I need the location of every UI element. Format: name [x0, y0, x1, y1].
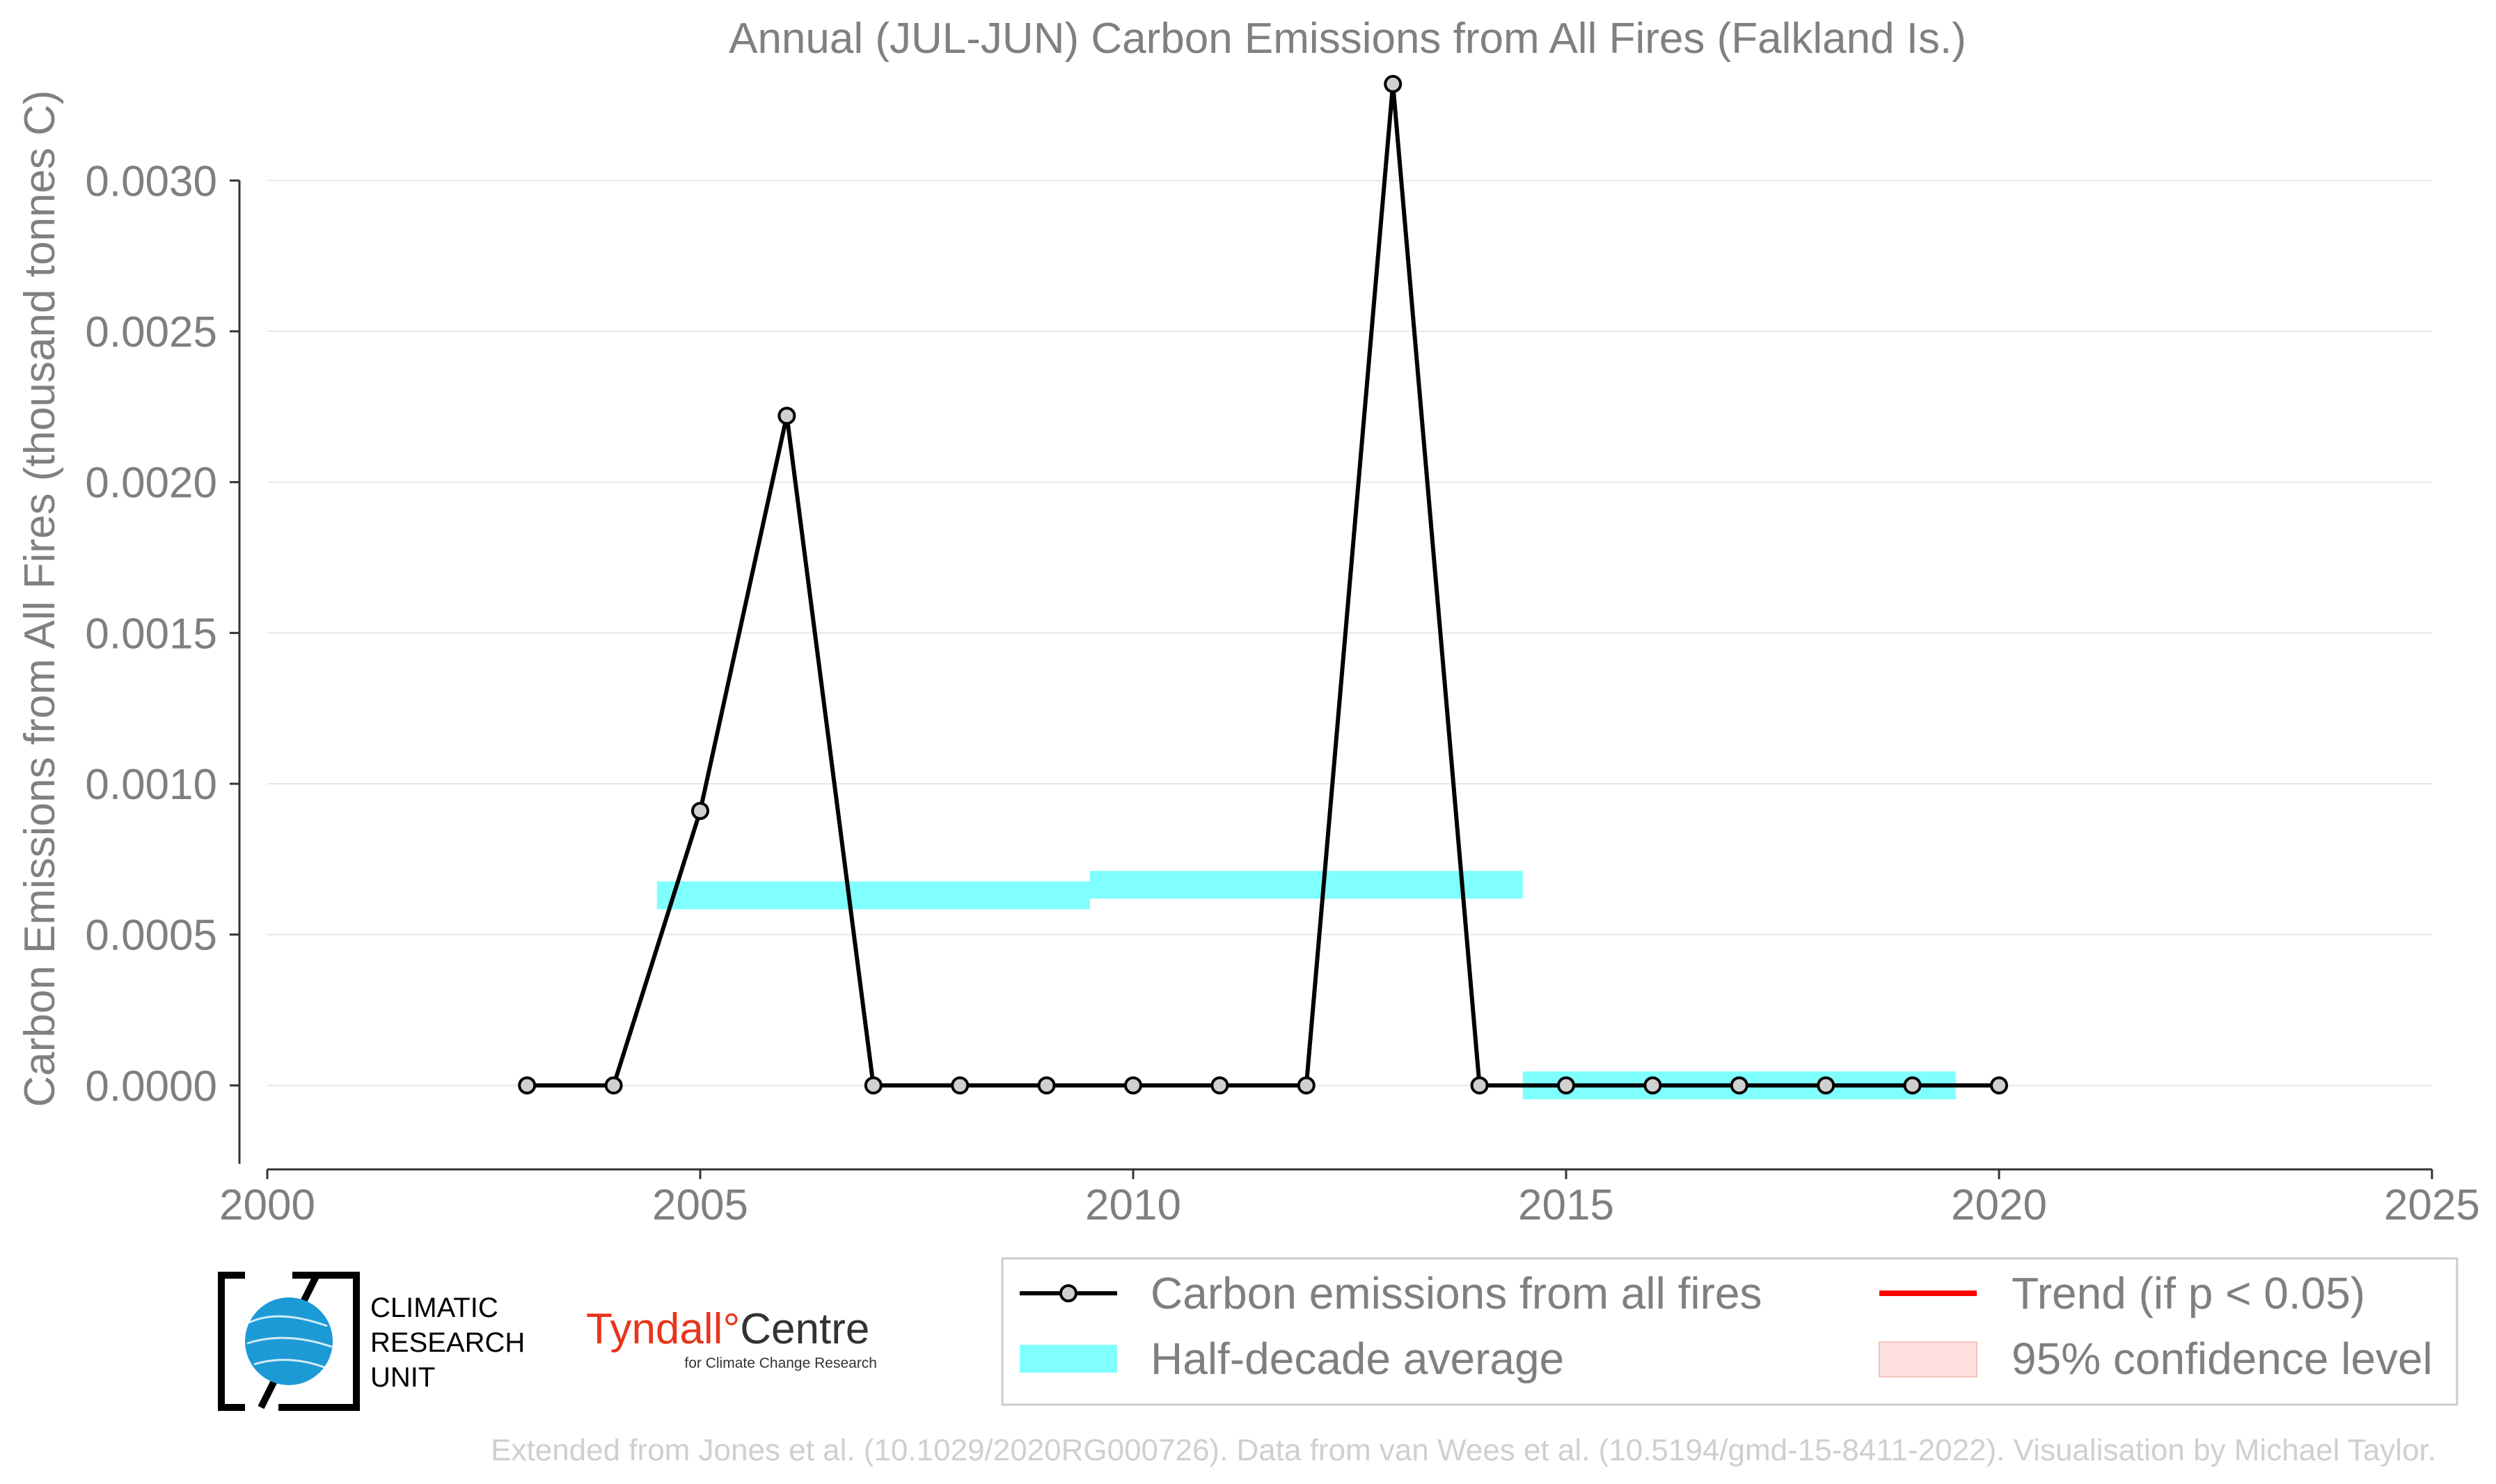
globe-icon-swirl	[246, 1315, 333, 1369]
legend-confidence-swatch	[1879, 1341, 1977, 1378]
data-point	[1037, 1076, 1056, 1095]
data-point	[518, 1076, 537, 1095]
tyndall-logo: Tyndall°Centre for Climate Change Resear…	[586, 1305, 877, 1371]
y-tick-label: 0.0025	[85, 308, 217, 356]
tyndall-subtitle: for Climate Change Research	[684, 1355, 877, 1371]
data-point	[864, 1076, 883, 1095]
axes	[230, 179, 2433, 1179]
tick-labels: 0.0000 0.0005 0.0010 0.0015 0.0020 0.0025 0.00…	[85, 157, 2480, 1229]
data-point	[604, 1076, 623, 1095]
cru-line-1: CLIMATIC	[370, 1293, 498, 1323]
data-point	[1730, 1076, 1748, 1095]
x-tick-label: 2025	[2384, 1181, 2480, 1229]
y-tick-label: 0.0010	[85, 761, 217, 809]
legend-band-label: Half-decade average	[1151, 1334, 1564, 1384]
legend-series-marker	[1059, 1284, 1077, 1302]
series-line	[527, 81, 1999, 1088]
data-point	[1470, 1076, 1489, 1095]
data-point	[1124, 1076, 1142, 1095]
legend-item-trend: Trend (if p < 0.05)	[1879, 1268, 2365, 1318]
legend-item-half-decade: Half-decade average	[1020, 1334, 1564, 1384]
cru-logo-slash-bottom	[258, 1378, 278, 1410]
data-point	[691, 802, 709, 820]
data-point	[1817, 1076, 1835, 1095]
cru-logo: CLIMATIC RESEARCH UNIT	[218, 1272, 525, 1411]
credit-line: Extended from Jones et al. (10.1029/2020…	[491, 1433, 2436, 1467]
data-point	[1384, 74, 1403, 93]
data-point	[1990, 1076, 2008, 1095]
y-tick-label: 0.0000	[85, 1062, 217, 1110]
data-point	[777, 406, 796, 425]
half-decade-band	[1089, 871, 1523, 899]
x-tick-label: 2015	[1518, 1181, 1614, 1229]
series-lines	[527, 81, 1999, 1088]
cru-line-2: RESEARCH	[370, 1327, 525, 1358]
y-tick-label: 0.0005	[85, 912, 217, 960]
x-tick-label: 2020	[1951, 1181, 2047, 1229]
tyndall-wordmark: Tyndall°Centre	[586, 1305, 869, 1353]
tyndall-name: Tyndall	[586, 1305, 722, 1353]
data-point	[951, 1076, 970, 1095]
legend-frame	[1001, 1257, 2458, 1406]
y-tick-label: 0.0020	[85, 459, 217, 507]
x-tick-label: 2005	[652, 1181, 748, 1229]
y-tick-label: 0.0015	[85, 610, 217, 658]
x-tick-label: 2000	[219, 1181, 315, 1229]
half-decade-band	[656, 881, 1090, 910]
gridlines	[267, 180, 2432, 1087]
chart-title: Annual (JUL-JUN) Carbon Emissions from A…	[729, 15, 1966, 63]
legend: Carbon emissions from all fires Half-dec…	[1001, 1257, 2458, 1406]
legend-confidence-label: 95% confidence level	[2012, 1334, 2433, 1384]
legend-series-label: Carbon emissions from all fires	[1151, 1268, 1762, 1318]
x-tick-label: 2010	[1085, 1181, 1181, 1229]
data-point	[1297, 1076, 1316, 1095]
tyndall-degree: °	[722, 1305, 740, 1353]
cru-logo-slash-top	[299, 1273, 320, 1305]
legend-trend-label: Trend (if p < 0.05)	[2012, 1268, 2365, 1318]
cru-line-3: UNIT	[370, 1362, 435, 1393]
legend-item-confidence: 95% confidence level	[1879, 1334, 2433, 1384]
y-tick-label: 0.0030	[85, 157, 217, 205]
data-point	[1557, 1076, 1575, 1095]
y-axis-label: Carbon Emissions from All Fires (thousan…	[16, 90, 64, 1107]
data-point	[1210, 1076, 1229, 1095]
data-point	[1903, 1076, 1922, 1095]
series-markers	[518, 74, 2008, 1095]
tyndall-centre: Centre	[740, 1305, 869, 1353]
data-point	[1643, 1076, 1662, 1095]
legend-item-series: Carbon emissions from all fires	[1020, 1268, 1762, 1318]
cru-logo-frame	[218, 1272, 360, 1411]
legend-band-swatch	[1020, 1345, 1117, 1373]
